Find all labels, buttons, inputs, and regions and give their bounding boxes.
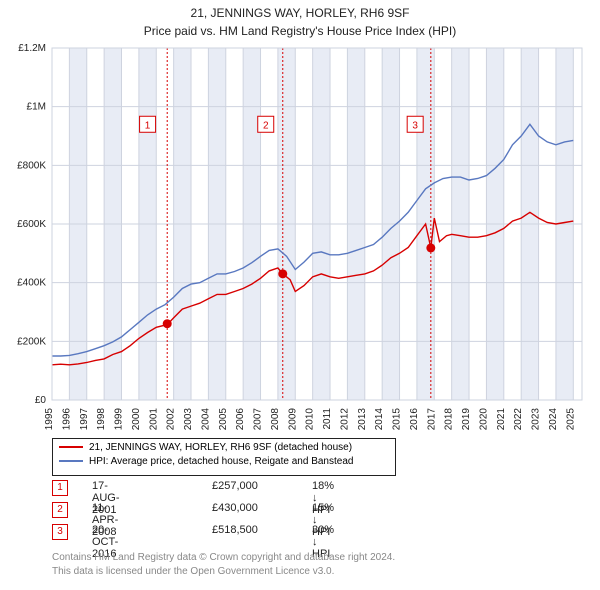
svg-text:2009: 2009 bbox=[287, 408, 298, 431]
row-marker: 2 bbox=[52, 502, 68, 518]
svg-text:£1M: £1M bbox=[27, 102, 46, 113]
attribution-line-2: This data is licensed under the Open Gov… bbox=[52, 566, 334, 577]
legend-label: HPI: Average price, detached house, Reig… bbox=[89, 456, 353, 467]
row-price: £257,000 bbox=[212, 480, 258, 492]
row-price: £518,500 bbox=[212, 524, 258, 536]
svg-text:£400K: £400K bbox=[17, 278, 46, 289]
svg-text:1996: 1996 bbox=[61, 408, 72, 431]
svg-text:1998: 1998 bbox=[96, 408, 107, 431]
svg-text:2004: 2004 bbox=[200, 408, 211, 431]
svg-text:2006: 2006 bbox=[235, 408, 246, 431]
svg-text:2010: 2010 bbox=[305, 408, 316, 431]
svg-text:£200K: £200K bbox=[17, 336, 46, 347]
svg-text:2012: 2012 bbox=[339, 408, 350, 431]
table-row: 117-AUG-2001£257,00018% ↓ HPI bbox=[52, 480, 68, 496]
svg-text:£1.2M: £1.2M bbox=[18, 43, 46, 54]
svg-text:1997: 1997 bbox=[79, 408, 90, 431]
attribution-line-1: Contains HM Land Registry data © Crown c… bbox=[52, 552, 395, 563]
svg-text:2014: 2014 bbox=[374, 408, 385, 431]
legend-item: HPI: Average price, detached house, Reig… bbox=[59, 455, 389, 469]
svg-text:1: 1 bbox=[145, 120, 151, 131]
svg-text:2011: 2011 bbox=[322, 408, 333, 430]
svg-text:2015: 2015 bbox=[392, 408, 403, 431]
row-marker: 3 bbox=[52, 524, 68, 540]
svg-text:2002: 2002 bbox=[166, 408, 177, 431]
svg-text:2023: 2023 bbox=[531, 408, 542, 431]
svg-text:2024: 2024 bbox=[548, 408, 559, 431]
svg-text:2003: 2003 bbox=[183, 408, 194, 431]
svg-text:£800K: £800K bbox=[17, 160, 46, 171]
svg-text:2000: 2000 bbox=[131, 408, 142, 431]
svg-text:2005: 2005 bbox=[218, 408, 229, 431]
svg-text:2001: 2001 bbox=[148, 408, 159, 431]
svg-text:3: 3 bbox=[412, 120, 418, 131]
svg-text:1999: 1999 bbox=[114, 408, 125, 431]
table-row: 320-OCT-2016£518,50030% ↓ HPI bbox=[52, 524, 68, 540]
svg-text:2008: 2008 bbox=[270, 408, 281, 431]
table-row: 211-APR-2008£430,00015% ↓ HPI bbox=[52, 502, 68, 518]
svg-text:1995: 1995 bbox=[44, 408, 55, 431]
svg-text:2013: 2013 bbox=[357, 408, 368, 431]
svg-text:2021: 2021 bbox=[496, 408, 507, 431]
svg-text:£600K: £600K bbox=[17, 219, 46, 230]
legend-label: 21, JENNINGS WAY, HORLEY, RH6 9SF (detac… bbox=[89, 442, 352, 453]
svg-text:2016: 2016 bbox=[409, 408, 420, 431]
price-chart: £0 £200K £400K £600K £800K £1M £1.2M 1995 1996 19… bbox=[0, 0, 600, 440]
svg-text:2020: 2020 bbox=[478, 408, 489, 431]
svg-text:2: 2 bbox=[263, 120, 269, 131]
svg-text:2025: 2025 bbox=[565, 408, 576, 431]
svg-text:2017: 2017 bbox=[426, 408, 437, 431]
svg-text:2007: 2007 bbox=[253, 408, 264, 431]
svg-text:£0: £0 bbox=[35, 395, 47, 406]
legend-item: 21, JENNINGS WAY, HORLEY, RH6 9SF (detac… bbox=[59, 441, 389, 455]
chart-legend: 21, JENNINGS WAY, HORLEY, RH6 9SF (detac… bbox=[52, 438, 396, 476]
row-price: £430,000 bbox=[212, 502, 258, 514]
row-marker: 1 bbox=[52, 480, 68, 496]
svg-text:2018: 2018 bbox=[444, 408, 455, 431]
svg-text:2022: 2022 bbox=[513, 408, 524, 431]
svg-text:2019: 2019 bbox=[461, 408, 472, 431]
